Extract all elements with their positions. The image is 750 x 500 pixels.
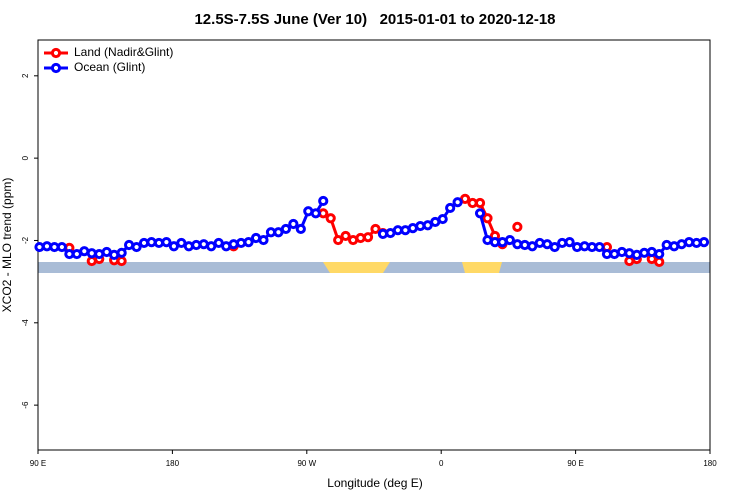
data-point — [56, 241, 67, 253]
x-tick-label: 90 W — [297, 459, 316, 468]
data-point — [318, 195, 329, 207]
data-point — [698, 237, 710, 248]
data-point — [131, 241, 142, 253]
data-point — [362, 232, 374, 243]
data-point — [452, 197, 463, 208]
data-point — [474, 197, 486, 209]
legend-swatch-marker — [50, 47, 62, 59]
data-point — [549, 241, 560, 253]
data-point — [474, 208, 486, 219]
data-point — [280, 223, 291, 235]
data-point — [288, 218, 299, 230]
data-point — [333, 234, 344, 246]
data-point — [654, 256, 665, 267]
legend-swatch-marker — [50, 62, 62, 74]
legend-label: Land (Nadir&Glint) — [74, 45, 173, 59]
data-point — [564, 237, 575, 248]
data-point — [437, 213, 448, 225]
data-point — [512, 221, 523, 232]
data-point — [243, 237, 254, 248]
data-point — [445, 202, 456, 214]
y-tick-label: -2 — [21, 236, 30, 244]
data-point — [116, 255, 127, 267]
data-point — [482, 213, 493, 224]
y-tick-label: -6 — [21, 401, 30, 409]
y-tick-label: 0 — [21, 155, 30, 160]
data-point — [310, 208, 321, 219]
land-band — [462, 262, 502, 273]
data-point — [654, 248, 665, 260]
land-band — [323, 262, 390, 273]
data-point — [116, 247, 127, 258]
chart-title: 12.5S-7.5S June (Ver 10) 2015-01-01 to 2… — [194, 11, 555, 28]
y-tick-label: -4 — [21, 319, 30, 327]
data-point — [594, 241, 605, 253]
data-point — [340, 230, 351, 242]
y-axis-label: XCO2 - MLO trend (ppm) — [0, 178, 14, 313]
data-point — [325, 213, 336, 224]
x-tick-label: 90 E — [30, 459, 46, 468]
data-point — [504, 234, 515, 246]
y-tick-label: 2 — [21, 73, 30, 78]
data-point — [161, 237, 172, 248]
x-tick-label: 180 — [166, 459, 180, 468]
data-point — [258, 234, 269, 246]
data-point — [295, 223, 306, 235]
land-mask-band — [38, 262, 710, 273]
legend-label: Ocean (Glint) — [74, 60, 145, 74]
x-tick-label: 0 — [439, 459, 444, 468]
x-tick-label: 90 E — [567, 459, 583, 468]
x-tick-label: 180 — [703, 459, 717, 468]
x-axis-label: Longitude (deg E) — [327, 476, 422, 490]
data-point — [370, 223, 381, 235]
